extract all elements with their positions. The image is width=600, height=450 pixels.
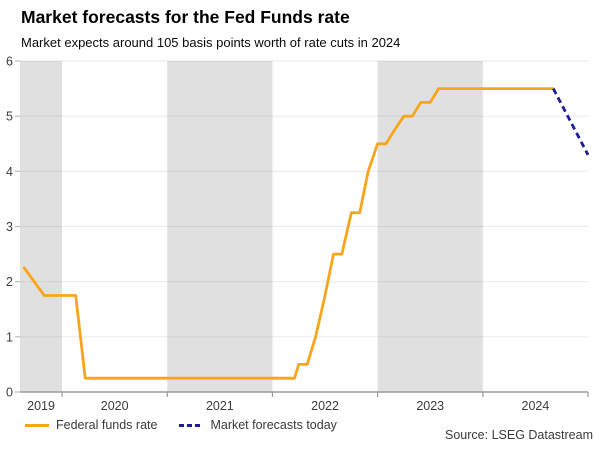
chart-legend: Federal funds rate Market forecasts toda… — [25, 418, 337, 432]
legend-label-fed-funds: Federal funds rate — [56, 418, 158, 432]
x-axis-label-2024: 2024 — [522, 399, 550, 413]
x-axis-label-2021: 2021 — [206, 399, 234, 413]
legend-label-forecast: Market forecasts today — [210, 418, 337, 432]
y-axis-label-6: 6 — [6, 55, 13, 69]
year-band-2021 — [167, 61, 273, 392]
year-band-2023 — [377, 61, 483, 392]
fed-funds-line-swatch-icon — [25, 423, 49, 427]
x-axis-label-2023: 2023 — [416, 399, 444, 413]
y-axis-label-3: 3 — [6, 220, 13, 234]
year-band-2019 — [20, 61, 63, 392]
legend-item-forecast: Market forecasts today — [179, 418, 337, 432]
chart-subtitle: Market expects around 105 basis points w… — [21, 35, 401, 50]
chart-title: Market forecasts for the Fed Funds rate — [21, 7, 350, 27]
x-axis-label-2022: 2022 — [311, 399, 339, 413]
forecast-line-swatch-icon — [179, 423, 204, 427]
market-forecast-line — [552, 87, 590, 156]
y-axis-label-1: 1 — [6, 330, 13, 344]
x-axis-label-2019: 2019 — [27, 399, 55, 413]
fed-funds-rate-line — [22, 87, 555, 380]
y-axis-label-5: 5 — [6, 110, 13, 124]
x-axis-label-2020: 2020 — [101, 399, 129, 413]
y-axis-label-4: 4 — [6, 165, 13, 179]
y-axis-label-2: 2 — [6, 275, 13, 289]
legend-item-fed-funds: Federal funds rate — [25, 418, 157, 432]
y-axis-label-0: 0 — [6, 386, 13, 400]
source-note: Source: LSEG Datastream — [445, 428, 593, 442]
